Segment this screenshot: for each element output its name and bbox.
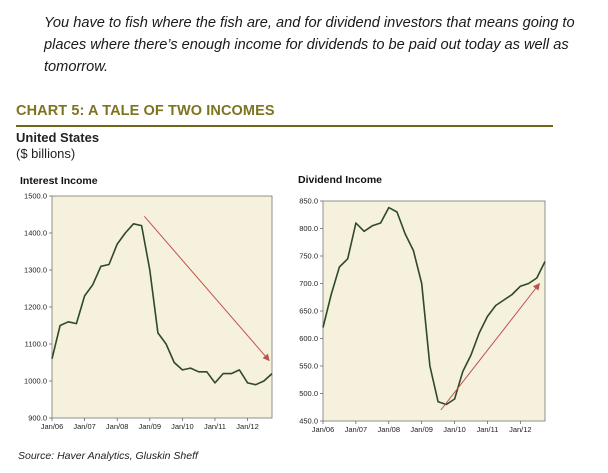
interest-y-tick-label: 1500.0 xyxy=(24,192,47,201)
dividend-y-tick-label: 650.0 xyxy=(299,307,318,316)
interest-y-tick-label: 1400.0 xyxy=(24,229,47,238)
source-note: Source: Haver Analytics, Gluskin Sheff xyxy=(18,450,198,462)
interest-y-tick-label: 1200.0 xyxy=(24,303,47,312)
dividend-series-line xyxy=(322,206,546,406)
interest-x-tick-label: Jan/09 xyxy=(139,422,162,431)
dividend-y-tick-label: 850.0 xyxy=(299,197,318,206)
interest-y-tick-label: 900.0 xyxy=(28,414,47,423)
interest-x-tick-label: Jan/11 xyxy=(204,422,226,431)
dividend-x-tick-label: Jan/09 xyxy=(410,425,433,434)
interest-x-tick-label: Jan/12 xyxy=(236,422,259,431)
dividend-y-tick-label: 800.0 xyxy=(299,224,318,233)
dividend-x-tick-label: Jan/06 xyxy=(312,425,335,434)
interest-panel-title: Interest Income xyxy=(20,175,98,187)
title-rule xyxy=(16,125,553,127)
dividend-x-tick-label: Jan/11 xyxy=(476,425,498,434)
interest-plot-area xyxy=(51,195,273,419)
dividend-y-tick-label: 450.0 xyxy=(299,417,318,426)
chart-title: CHART 5: A TALE OF TWO INCOMES xyxy=(16,103,275,119)
interest-x-tick-label: Jan/07 xyxy=(73,422,96,431)
interest-y-tick-label: 1100.0 xyxy=(25,340,47,349)
dividend-trend-arrow xyxy=(440,282,540,411)
interest-x-tick-label: Jan/08 xyxy=(106,422,129,431)
interest-trend-arrow xyxy=(143,216,270,362)
interest-x-tick-label: Jan/10 xyxy=(171,422,194,431)
dividend-x-tick-label: Jan/12 xyxy=(509,425,532,434)
dividend-x-tick-label: Jan/08 xyxy=(378,425,401,434)
dividend-x-tick-label: Jan/07 xyxy=(345,425,368,434)
dividend-panel-title: Dividend Income xyxy=(298,174,382,186)
interest-series-line xyxy=(51,223,273,386)
interest-x-tick-label: Jan/06 xyxy=(41,422,64,431)
interest-y-tick-label: 1300.0 xyxy=(24,266,47,275)
dividend-plot-area xyxy=(322,200,546,422)
dividend-y-tick-label: 600.0 xyxy=(299,334,318,343)
dividend-y-tick-label: 750.0 xyxy=(299,252,318,261)
chart-subtitle: United States xyxy=(16,130,100,145)
interest-y-tick-label: 1000.0 xyxy=(24,377,47,386)
intro-quote: You have to fish where the fish are, and… xyxy=(44,15,575,75)
dividend-y-tick-label: 500.0 xyxy=(299,389,318,398)
dividend-x-tick-label: Jan/10 xyxy=(443,425,466,434)
chart-units: ($ billions) xyxy=(16,146,76,161)
dividend-y-tick-label: 700.0 xyxy=(299,279,318,288)
dividend-y-tick-label: 550.0 xyxy=(299,362,318,371)
